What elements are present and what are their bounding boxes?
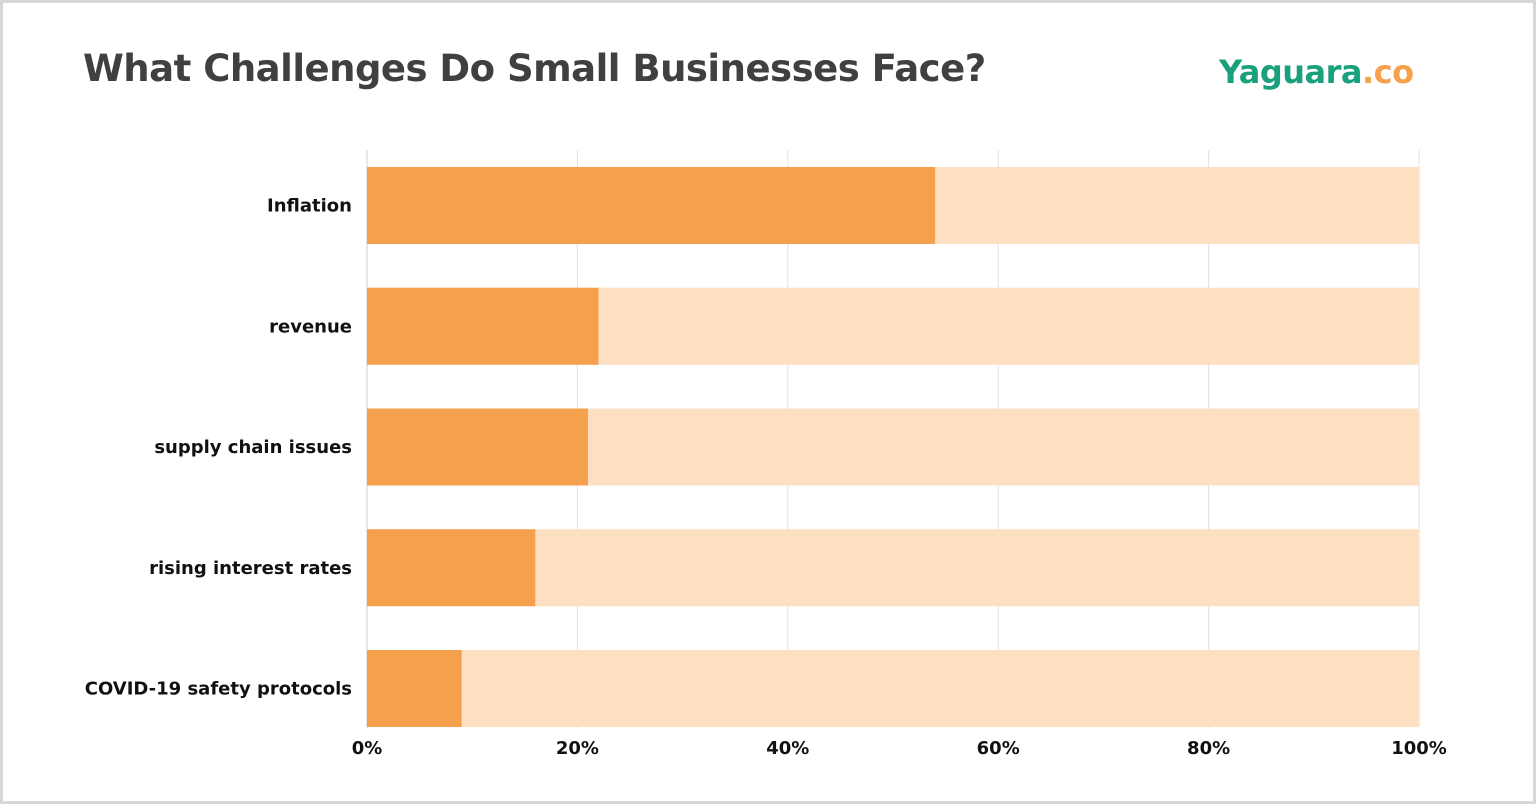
x-tick-label: 80% [1187,738,1230,759]
bar-track [367,287,1419,365]
x-tick-label: 20% [556,738,599,759]
category-label: supply chain issues [154,437,352,458]
category-label: COVID-19 safety protocols [85,679,352,700]
bar [367,650,462,727]
bar [367,167,936,244]
category-label: revenue [269,316,352,337]
bar-track [367,408,1419,486]
bar-track [367,650,1419,727]
x-tick-label: 100% [1391,738,1447,759]
brand-logo: Yaguara.co [1219,53,1414,91]
bar-track [367,529,1419,607]
x-tick-label: 40% [766,738,809,759]
x-tick-label: 0% [352,738,383,759]
category-label: rising interest rates [149,558,352,579]
chart-title: What Challenges Do Small Businesses Face… [83,47,986,90]
x-tick-label: 60% [977,738,1020,759]
logo-main-text: Yaguara [1219,53,1362,91]
category-label: Inflation [267,196,352,217]
bar [367,287,599,365]
bar [367,408,588,486]
logo-suffix-text: .co [1361,53,1414,91]
bar [367,529,536,607]
